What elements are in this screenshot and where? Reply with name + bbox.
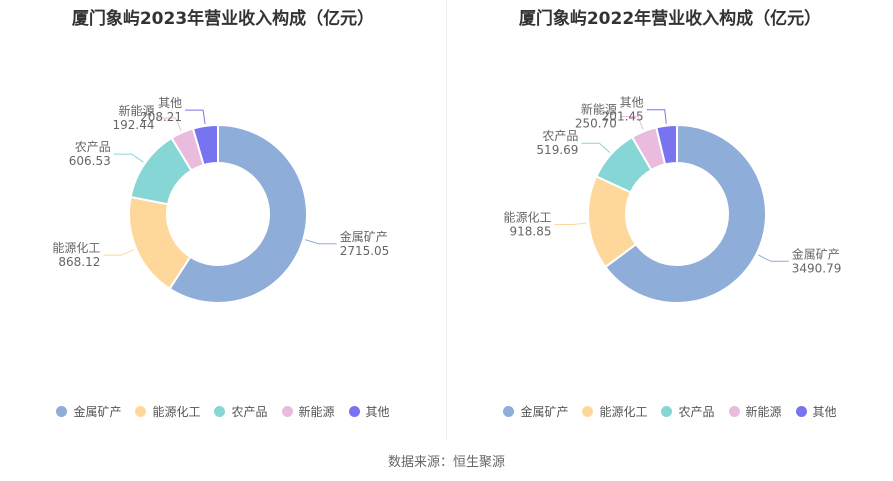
legend-item[interactable]: 能源化工 [135,403,200,420]
slice-value-label: 201.45 [602,110,644,124]
slice-category-label: 新能源 [581,102,617,117]
label-leader-line [581,142,611,154]
slice-value-label: 208.21 [140,110,182,124]
chart-title: 厦门象屿2023年营业收入构成（亿元） [71,9,375,29]
panel-divider [446,0,447,440]
label-leader-line [305,239,337,245]
slice-category-label: 能源化工 [52,241,100,255]
slice-value-label: 2715.05 [340,244,390,258]
slice-category-label: 金属矿产 [340,229,388,244]
legend-item[interactable]: 新能源 [281,403,335,420]
chart-legend: 金属矿产 能源化工 农产品 新能源 其他 [447,403,893,420]
chart-legend: 金属矿产 能源化工 农产品 新能源 其他 [0,403,446,420]
legend-marker [214,406,226,417]
label-leader-line [619,116,644,130]
legend-item[interactable]: 能源化工 [582,403,647,420]
label-leader-line [554,222,587,226]
label-leader-line [758,254,789,262]
slice-category-label: 能源化工 [504,211,552,225]
label-leader-line [157,117,182,131]
slice-value-label: 868.12 [58,255,100,269]
legend-marker [661,406,673,417]
legend-item[interactable]: 其他 [795,403,837,420]
legend-label: 其他 [365,405,390,419]
slice-category-label: 农产品 [75,140,111,154]
legend-item[interactable]: 新能源 [728,403,782,420]
legend-label: 其他 [812,405,837,419]
legend-label: 金属矿产 [520,405,569,419]
legend-marker [348,406,360,417]
slice-category-label: 其他 [620,96,644,110]
legend-marker [795,406,807,417]
legend-marker [582,406,594,417]
legend-item[interactable]: 金属矿产 [503,403,568,420]
legend-label: 新能源 [745,405,782,419]
label-leader-line [103,249,135,256]
legend-item[interactable]: 农产品 [214,403,268,420]
label-leader-line [113,153,144,163]
slice-category-label: 新能源 [118,103,154,118]
legend-label: 能源化工 [152,405,201,419]
pie-slice[interactable] [655,123,678,166]
label-leader-line [646,109,667,124]
slice-value-label: 192.44 [113,118,155,132]
legend-label: 农产品 [231,405,268,419]
pie-slice[interactable] [604,123,767,304]
slice-value-label: 519.69 [536,143,578,157]
slice-value-label: 918.85 [510,225,552,239]
chart-title: 厦门象屿2022年营业收入构成（亿元） [518,9,822,29]
legend-marker [135,406,147,417]
slice-value-label: 606.53 [69,154,111,168]
legend-marker [503,406,515,417]
label-leader-line [185,109,206,124]
chart-panel-2023: 厦门象屿2023年营业收入构成（亿元） 金属矿产 2715.05 能源化工 868.1… [0,0,446,440]
legend-item[interactable]: 农产品 [661,403,715,420]
legend-label: 农产品 [678,405,715,419]
legend-marker [728,406,740,417]
legend-label: 新能源 [298,405,335,419]
pie-slice[interactable] [191,123,219,167]
slice-category-label: 其他 [158,96,182,110]
legend-item[interactable]: 其他 [348,403,390,420]
pie-slice[interactable] [168,123,308,304]
legend-item[interactable]: 金属矿产 [56,403,121,420]
legend-marker [56,406,68,417]
slice-category-label: 农产品 [542,129,578,143]
legend-label: 金属矿产 [73,405,122,419]
data-source-note: 数据来源：恒生聚源 [387,455,505,470]
slice-value-label: 250.70 [575,117,617,131]
legend-label: 能源化工 [599,405,648,419]
slice-value-label: 3490.79 [792,261,842,275]
legend-marker [281,406,293,417]
slice-category-label: 金属矿产 [792,246,840,261]
chart-panel-2022: 厦门象屿2022年营业收入构成（亿元） 金属矿产 3490.79 能源化工 918.8… [447,0,893,440]
